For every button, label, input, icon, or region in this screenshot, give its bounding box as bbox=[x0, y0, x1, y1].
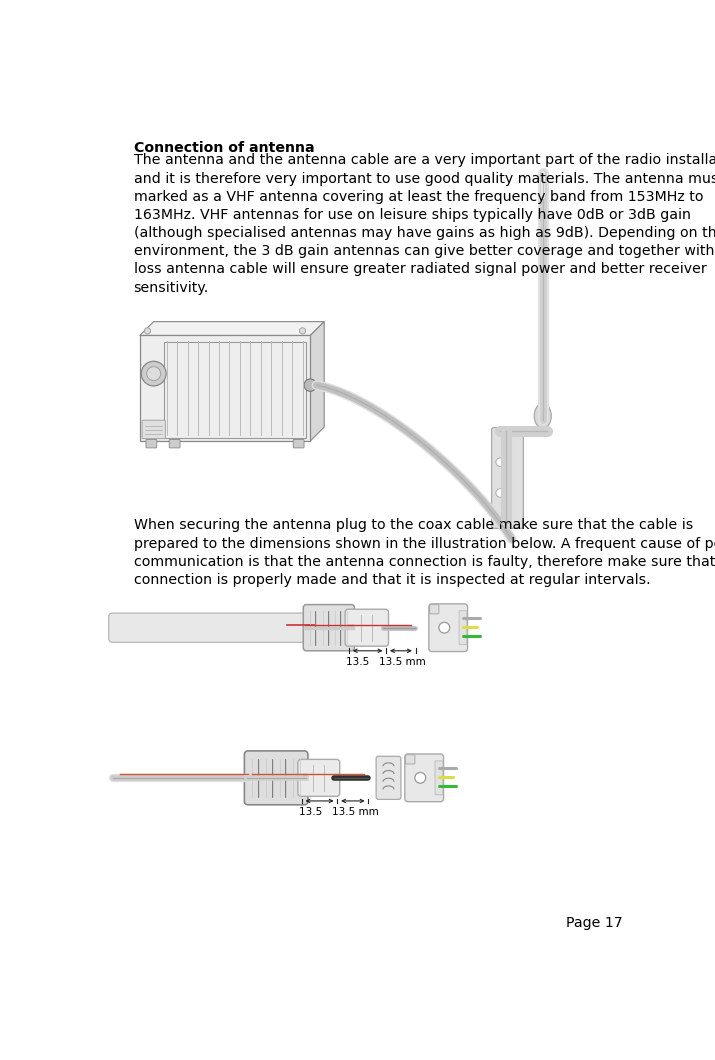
Text: 13.5   13.5 mm: 13.5 13.5 mm bbox=[299, 807, 379, 817]
FancyBboxPatch shape bbox=[303, 604, 355, 651]
FancyBboxPatch shape bbox=[435, 761, 443, 795]
FancyBboxPatch shape bbox=[109, 613, 314, 642]
FancyBboxPatch shape bbox=[405, 754, 443, 801]
Circle shape bbox=[300, 328, 305, 334]
FancyBboxPatch shape bbox=[430, 604, 439, 614]
FancyBboxPatch shape bbox=[298, 759, 340, 796]
FancyBboxPatch shape bbox=[245, 750, 308, 805]
FancyBboxPatch shape bbox=[492, 427, 523, 528]
Circle shape bbox=[142, 361, 166, 386]
Circle shape bbox=[304, 379, 317, 391]
Polygon shape bbox=[139, 321, 324, 335]
FancyBboxPatch shape bbox=[139, 335, 310, 441]
FancyBboxPatch shape bbox=[376, 756, 401, 799]
Circle shape bbox=[496, 458, 504, 466]
FancyBboxPatch shape bbox=[459, 611, 467, 644]
FancyBboxPatch shape bbox=[293, 440, 304, 448]
FancyBboxPatch shape bbox=[429, 604, 468, 652]
Ellipse shape bbox=[534, 404, 551, 428]
FancyBboxPatch shape bbox=[345, 610, 388, 647]
FancyBboxPatch shape bbox=[169, 440, 180, 448]
Polygon shape bbox=[310, 321, 324, 441]
Circle shape bbox=[496, 489, 504, 497]
FancyBboxPatch shape bbox=[146, 440, 157, 448]
Text: The antenna and the antenna cable are a very important part of the radio install: The antenna and the antenna cable are a … bbox=[134, 154, 715, 295]
Circle shape bbox=[439, 622, 450, 633]
FancyBboxPatch shape bbox=[405, 755, 415, 764]
Circle shape bbox=[147, 367, 161, 381]
Circle shape bbox=[144, 328, 151, 334]
FancyBboxPatch shape bbox=[142, 420, 165, 439]
Text: Connection of antenna: Connection of antenna bbox=[134, 141, 314, 155]
Text: When securing the antenna plug to the coax cable make sure that the cable is
pre: When securing the antenna plug to the co… bbox=[134, 518, 715, 587]
Text: Page 17: Page 17 bbox=[566, 916, 623, 930]
Text: 13.5   13.5 mm: 13.5 13.5 mm bbox=[346, 657, 426, 667]
Circle shape bbox=[415, 773, 425, 783]
